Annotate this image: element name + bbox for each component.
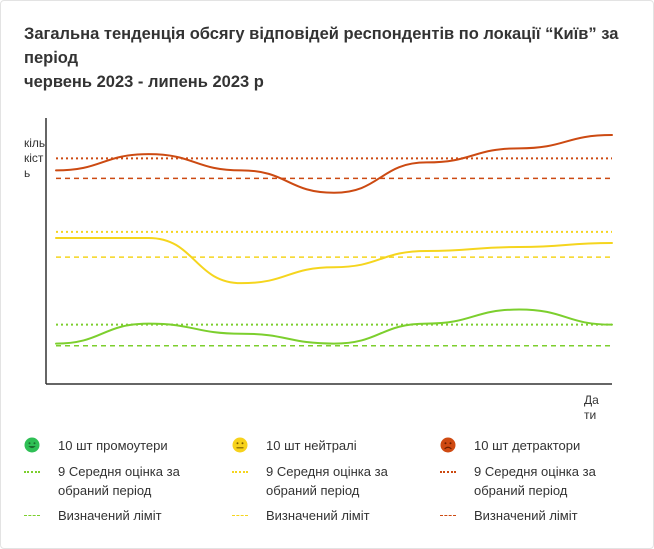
promoters-series-line: [55, 308, 613, 345]
detractors-series-line: [55, 134, 613, 194]
chart-title-line-2: червень 2023 - липень 2023 р: [24, 73, 264, 91]
chart-title: Загальна тенденція обсягу відповідей рес…: [24, 22, 634, 94]
chart-title-line-1: Загальна тенденція обсягу відповідей рес…: [24, 25, 619, 67]
series-layer: [55, 134, 613, 347]
x-axis-label: Дати: [584, 393, 599, 422]
y-axis-label: кількість: [24, 136, 46, 180]
neutral-series-line: [55, 236, 613, 285]
